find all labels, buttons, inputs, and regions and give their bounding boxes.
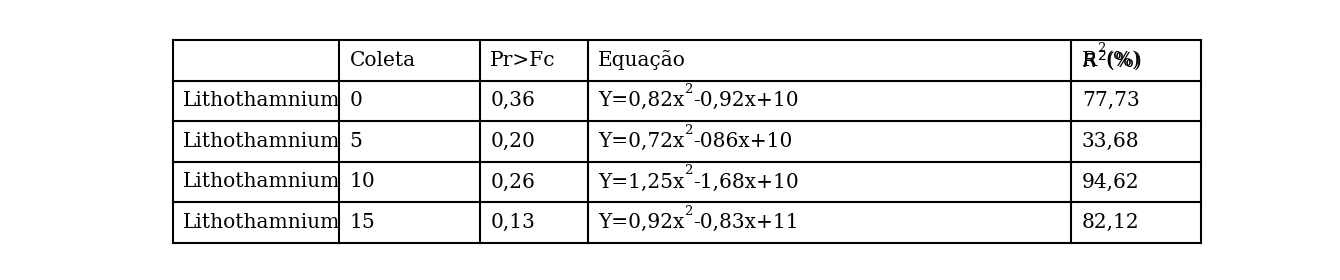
Text: Lithothamnium: Lithothamnium <box>184 213 340 232</box>
Text: Coleta: Coleta <box>350 51 415 70</box>
Text: Y=0,92x: Y=0,92x <box>598 213 685 232</box>
Text: 0,20: 0,20 <box>490 132 535 151</box>
Text: (%): (%) <box>1106 51 1140 70</box>
Text: 33,68: 33,68 <box>1081 132 1139 151</box>
Text: 15: 15 <box>350 213 375 232</box>
Text: $R^2$(%): $R^2$(%) <box>1081 48 1142 73</box>
Text: 0,13: 0,13 <box>490 213 535 232</box>
Text: R: R <box>1081 51 1097 70</box>
Text: -0,83x+11: -0,83x+11 <box>693 213 799 232</box>
Text: 2: 2 <box>685 123 693 137</box>
Text: -0,92x+10: -0,92x+10 <box>693 91 799 110</box>
Text: 0,26: 0,26 <box>490 172 535 192</box>
Text: 0: 0 <box>350 91 362 110</box>
Text: Y=0,82x: Y=0,82x <box>598 91 685 110</box>
Text: Lithothamnium: Lithothamnium <box>184 132 340 151</box>
Text: Lithothamnium: Lithothamnium <box>184 172 340 192</box>
Text: 2: 2 <box>685 205 693 218</box>
Text: 77,73: 77,73 <box>1081 91 1139 110</box>
Text: 5: 5 <box>350 132 362 151</box>
Text: -1,68x+10: -1,68x+10 <box>693 172 799 192</box>
Text: 10: 10 <box>350 172 375 192</box>
Text: 2: 2 <box>685 83 693 96</box>
Text: Lithothamnium: Lithothamnium <box>184 91 340 110</box>
Text: 82,12: 82,12 <box>1081 213 1139 232</box>
Text: -086x+10: -086x+10 <box>693 132 792 151</box>
Text: 94,62: 94,62 <box>1081 172 1139 192</box>
Text: Pr>Fc: Pr>Fc <box>490 51 556 70</box>
Text: 0,36: 0,36 <box>490 91 535 110</box>
Text: Y=0,72x: Y=0,72x <box>598 132 685 151</box>
Text: Equação: Equação <box>598 50 686 70</box>
Text: 2: 2 <box>685 164 693 177</box>
Text: Y=1,25x: Y=1,25x <box>598 172 685 192</box>
Text: 2: 2 <box>1097 43 1106 55</box>
